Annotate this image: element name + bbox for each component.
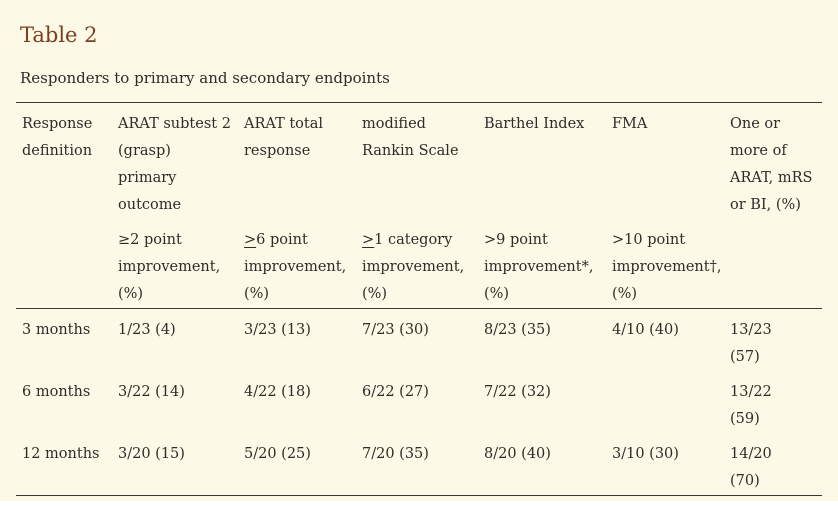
header-barthel-index: Barthel Index <box>484 116 585 132</box>
criteria-empty-cell <box>16 219 112 309</box>
data-cell: 3/23 (13) <box>244 322 311 338</box>
criteria-text: 9 point improvement*, (%) <box>484 232 594 302</box>
table-row-6-months: 6 months 3/22 (14) 4/22 (18) 6/22 (27) 7… <box>16 371 822 433</box>
gt-symbol: > <box>612 232 625 248</box>
header-modified-rankin: modified Rankin Scale <box>362 116 459 159</box>
criteria-fma: >10 point improvement†, (%) <box>606 219 724 309</box>
data-cell: 14/20 (70) <box>730 446 772 489</box>
data-cell <box>606 371 724 433</box>
data-cell: 5/20 (25) <box>244 446 311 462</box>
gt-symbol: > <box>484 232 497 248</box>
data-cell: 7/22 (32) <box>484 384 551 400</box>
table-row-3-months: 3 months 1/23 (4) 3/23 (13) 7/23 (30) 8/… <box>16 309 822 372</box>
criteria-arat-total: >6 point improvement, (%) <box>238 219 356 309</box>
row-label: 12 months <box>22 446 100 462</box>
header-one-or-more: One or more of ARAT, mRS or BI, (%) <box>730 116 813 213</box>
criteria-text: 1 category improvement, (%) <box>362 232 465 302</box>
data-cell: 7/20 (35) <box>362 446 429 462</box>
header-row-names: Response definition ARAT subtest 2 (gras… <box>16 103 822 220</box>
data-cell: 13/23 (57) <box>730 322 772 365</box>
data-cell: 8/20 (40) <box>484 446 551 462</box>
results-table: Response definition ARAT subtest 2 (gras… <box>16 102 822 496</box>
criteria-barthel-index: >9 point improvement*, (%) <box>478 219 606 309</box>
criteria-arat-subtest2: ≥2 point improvement, (%) <box>112 219 238 309</box>
table-header: Response definition ARAT subtest 2 (gras… <box>16 103 822 309</box>
table-row-12-months: 12 months 3/20 (15) 5/20 (25) 7/20 (35) … <box>16 433 822 496</box>
criteria-modified-rankin: >1 category improvement, (%) <box>356 219 478 309</box>
header-response-definition: Response definition <box>22 116 93 159</box>
header-fma: FMA <box>612 116 648 132</box>
data-cell: 1/23 (4) <box>118 322 176 338</box>
data-cell: 7/23 (30) <box>362 322 429 338</box>
data-cell: 4/22 (18) <box>244 384 311 400</box>
criteria-text: 6 point improvement, (%) <box>244 232 347 302</box>
criteria-text: 10 point improvement†, (%) <box>612 232 722 302</box>
gte-symbol: ≥ <box>118 232 131 248</box>
data-cell: 6/22 (27) <box>362 384 429 400</box>
header-row-criteria: ≥2 point improvement, (%) >6 point impro… <box>16 219 822 309</box>
gte-symbol: > <box>362 232 375 248</box>
criteria-text: 2 point improvement, (%) <box>118 232 221 302</box>
data-cell: 8/23 (35) <box>484 322 551 338</box>
data-cell: 3/22 (14) <box>118 384 185 400</box>
row-label: 3 months <box>22 322 91 338</box>
table-caption: Responders to primary and secondary endp… <box>20 69 390 87</box>
table-title: Table 2 <box>20 23 98 47</box>
data-cell: 3/10 (30) <box>612 446 679 462</box>
data-cell: 4/10 (40) <box>612 322 679 338</box>
row-label: 6 months <box>22 384 91 400</box>
table-body: 3 months 1/23 (4) 3/23 (13) 7/23 (30) 8/… <box>16 309 822 496</box>
header-arat-subtest2: ARAT subtest 2 (grasp) primary outcome <box>118 116 231 213</box>
data-cell: 13/22 (59) <box>730 384 772 427</box>
gte-symbol: > <box>244 232 257 248</box>
header-arat-total: ARAT total response <box>244 116 324 159</box>
data-cell: 3/20 (15) <box>118 446 185 462</box>
